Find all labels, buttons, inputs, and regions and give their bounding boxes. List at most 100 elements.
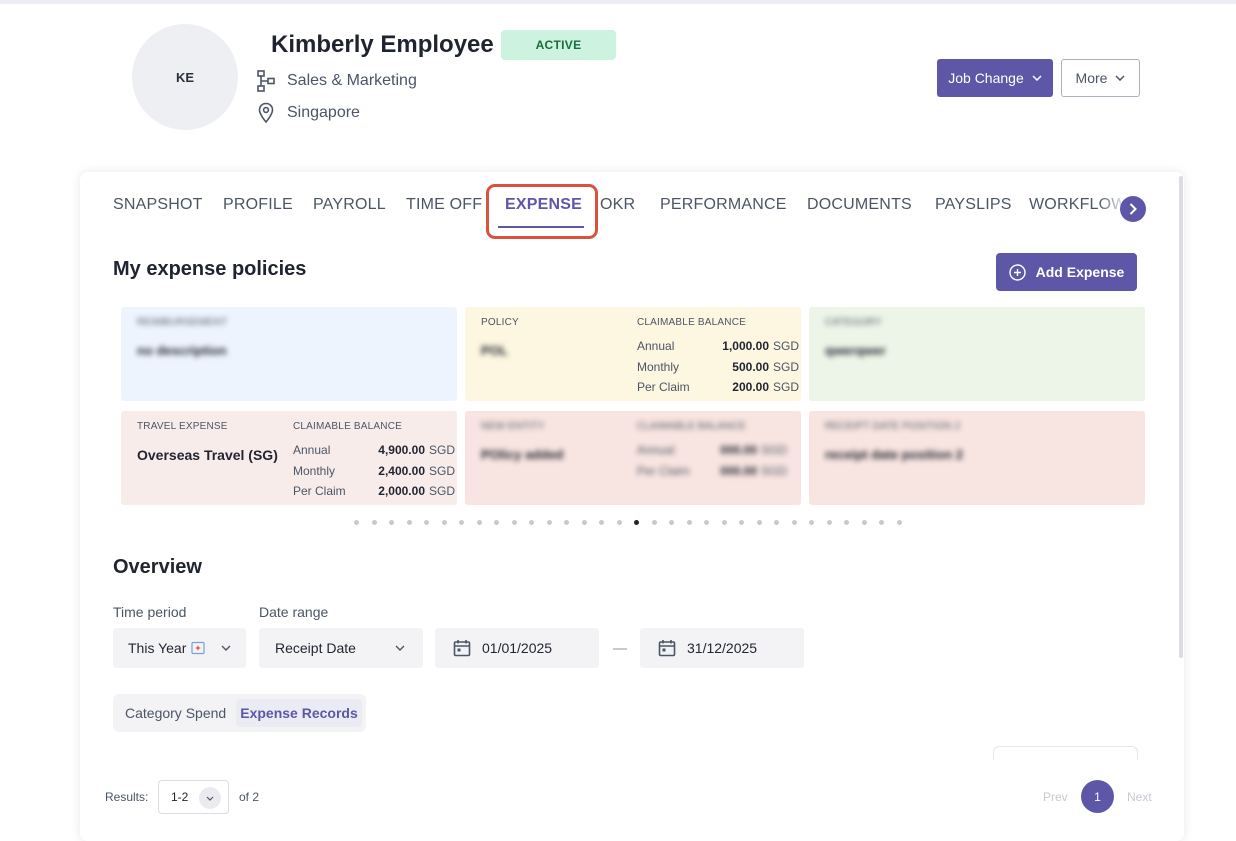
carousel-dot[interactable] — [546, 520, 552, 525]
segment-expense-records[interactable]: Expense Records — [236, 699, 362, 727]
carousel-dot[interactable] — [616, 520, 622, 525]
balance-row: Monthly 500.00 SGD — [637, 359, 800, 374]
policy-tile[interactable]: TRAVEL EXPENSE Overseas Travel (SG) CLAI… — [121, 411, 457, 505]
policy-tile[interactable]: REIMBURSEMENT no description — [121, 307, 457, 401]
policy-type-label: TRAVEL EXPENSE — [137, 421, 228, 432]
carousel-dot[interactable] — [581, 520, 587, 525]
segment-category-spend[interactable]: Category Spend — [125, 705, 227, 721]
results-range-select[interactable]: 1-2 — [158, 780, 229, 814]
tab-scroll-next-button[interactable] — [1120, 196, 1146, 222]
chevron-right-icon — [1129, 203, 1137, 215]
carousel-dots — [354, 520, 902, 526]
carousel-dot[interactable] — [774, 520, 779, 525]
carousel-dot[interactable] — [634, 520, 639, 525]
carousel-dot[interactable] — [494, 520, 499, 525]
tab-profile[interactable]: PROFILE — [223, 196, 293, 213]
policy-tile[interactable]: POLICY POL CLAIMABLE BALANCE Annual 1,000… — [465, 307, 801, 401]
more-label: More — [1075, 70, 1108, 86]
active-tab-indicator — [498, 226, 584, 228]
tab-payslips[interactable]: PAYSLIPS — [935, 196, 1012, 213]
partial-panel-edge — [993, 746, 1138, 760]
start-date-input[interactable]: 01/01/2025 — [435, 628, 599, 668]
carousel-dot[interactable] — [721, 520, 727, 525]
balance-row: Annual 000.00 SGD — [637, 443, 788, 458]
policy-name: no description — [137, 343, 227, 358]
end-date-input[interactable]: 31/12/2025 — [640, 628, 804, 668]
tab-snapshot[interactable]: SNAPSHOT — [113, 196, 203, 213]
carousel-dot[interactable] — [529, 520, 534, 525]
carousel-dot[interactable] — [424, 520, 429, 525]
carousel-dot[interactable] — [371, 520, 377, 525]
date-range-value: Receipt Date — [275, 640, 356, 656]
tab-documents[interactable]: DOCUMENTS — [807, 196, 912, 213]
claimable-balance: CLAIMABLE BALANCE Annual 4,900.00 SGD Mont… — [293, 421, 455, 502]
carousel-dot[interactable] — [879, 520, 884, 525]
status-badge: ACTIVE — [501, 30, 616, 60]
policy-tile[interactable]: CATEGORY qwerqwer — [809, 307, 1145, 401]
carousel-dot[interactable] — [511, 520, 517, 525]
date-range-select[interactable]: Receipt Date — [259, 628, 423, 668]
tab-expense[interactable]: EXPENSE — [505, 196, 582, 213]
carousel-dot[interactable] — [826, 520, 832, 525]
balance-row: Per Claim 000.00 SGD — [637, 463, 788, 478]
prev-page-button[interactable]: Prev — [1043, 790, 1068, 804]
balance-label: CLAIMABLE BALANCE — [637, 317, 746, 328]
carousel-dot[interactable] — [459, 520, 464, 525]
carousel-dot[interactable] — [686, 520, 692, 525]
tab-payroll[interactable]: PAYROLL — [313, 196, 386, 213]
carousel-dot[interactable] — [809, 520, 814, 525]
time-period-select[interactable]: This Year — [113, 628, 246, 668]
carousel-dot[interactable] — [651, 520, 657, 525]
policy-type-label: NEW ENTITY — [481, 421, 545, 432]
policy-tile[interactable]: NEW ENTITY POlicy added CLAIMABLE BALANC… — [465, 411, 801, 505]
tab-highlight-annotation — [486, 184, 598, 239]
carousel-dot[interactable] — [406, 520, 412, 525]
carousel-dot[interactable] — [441, 520, 447, 525]
carousel-dot[interactable] — [389, 520, 394, 525]
carousel-dot[interactable] — [476, 520, 482, 525]
tab-okr[interactable]: OKR — [600, 196, 636, 213]
job-change-button[interactable]: Job Change — [937, 59, 1053, 97]
carousel-dot[interactable] — [791, 520, 797, 525]
results-label: Results: — [105, 790, 149, 804]
policy-type-label: POLICY — [481, 317, 519, 328]
plus-circle-icon — [1008, 263, 1026, 281]
avatar-initials: KE — [175, 69, 195, 85]
carousel-dot[interactable] — [861, 520, 867, 525]
chevron-down-icon — [1115, 75, 1125, 81]
add-expense-button[interactable]: Add Expense — [996, 253, 1137, 291]
end-date-value: 31/12/2025 — [687, 640, 758, 656]
time-period-label: Time period — [113, 604, 187, 620]
carousel-dot[interactable] — [704, 520, 709, 525]
date-separator — [613, 648, 627, 650]
org-chart-icon — [257, 70, 275, 92]
next-page-button[interactable]: Next — [1127, 790, 1152, 804]
policy-name: POL — [481, 343, 508, 358]
carousel-dot[interactable] — [599, 520, 604, 525]
chevron-down-icon — [199, 787, 221, 809]
time-period-value: This Year — [128, 640, 187, 656]
policy-name: receipt date position 2 — [825, 447, 963, 462]
scrollbar[interactable] — [1179, 176, 1183, 658]
carousel-dot[interactable] — [896, 520, 902, 525]
carousel-dot[interactable] — [844, 520, 849, 525]
location-row: Singapore — [257, 102, 360, 124]
policy-type-label: CATEGORY — [825, 317, 882, 328]
carousel-dot[interactable] — [756, 520, 762, 525]
overview-title: Overview — [113, 556, 202, 578]
results-total: of 2 — [239, 790, 260, 804]
balance-row: Per Claim 200.00 SGD — [637, 380, 800, 395]
add-expense-label: Add Expense — [1035, 264, 1125, 280]
carousel-dot[interactable] — [669, 520, 674, 525]
more-button[interactable]: More — [1061, 59, 1140, 97]
department-text: Sales & Marketing — [287, 72, 417, 89]
policy-tile[interactable]: RECEIPT DATE POSITION 2 receipt date pos… — [809, 411, 1145, 505]
carousel-dot[interactable] — [739, 520, 744, 525]
date-range-label: Date range — [259, 604, 329, 620]
page-1-button[interactable]: 1 — [1081, 780, 1114, 813]
carousel-dot[interactable] — [564, 520, 569, 525]
tab-time-off[interactable]: TIME OFF — [406, 196, 483, 213]
carousel-dot[interactable] — [354, 520, 359, 525]
balance-row: Annual 1,000.00 SGD — [637, 339, 800, 354]
tab-performance[interactable]: PERFORMANCE — [660, 196, 787, 213]
